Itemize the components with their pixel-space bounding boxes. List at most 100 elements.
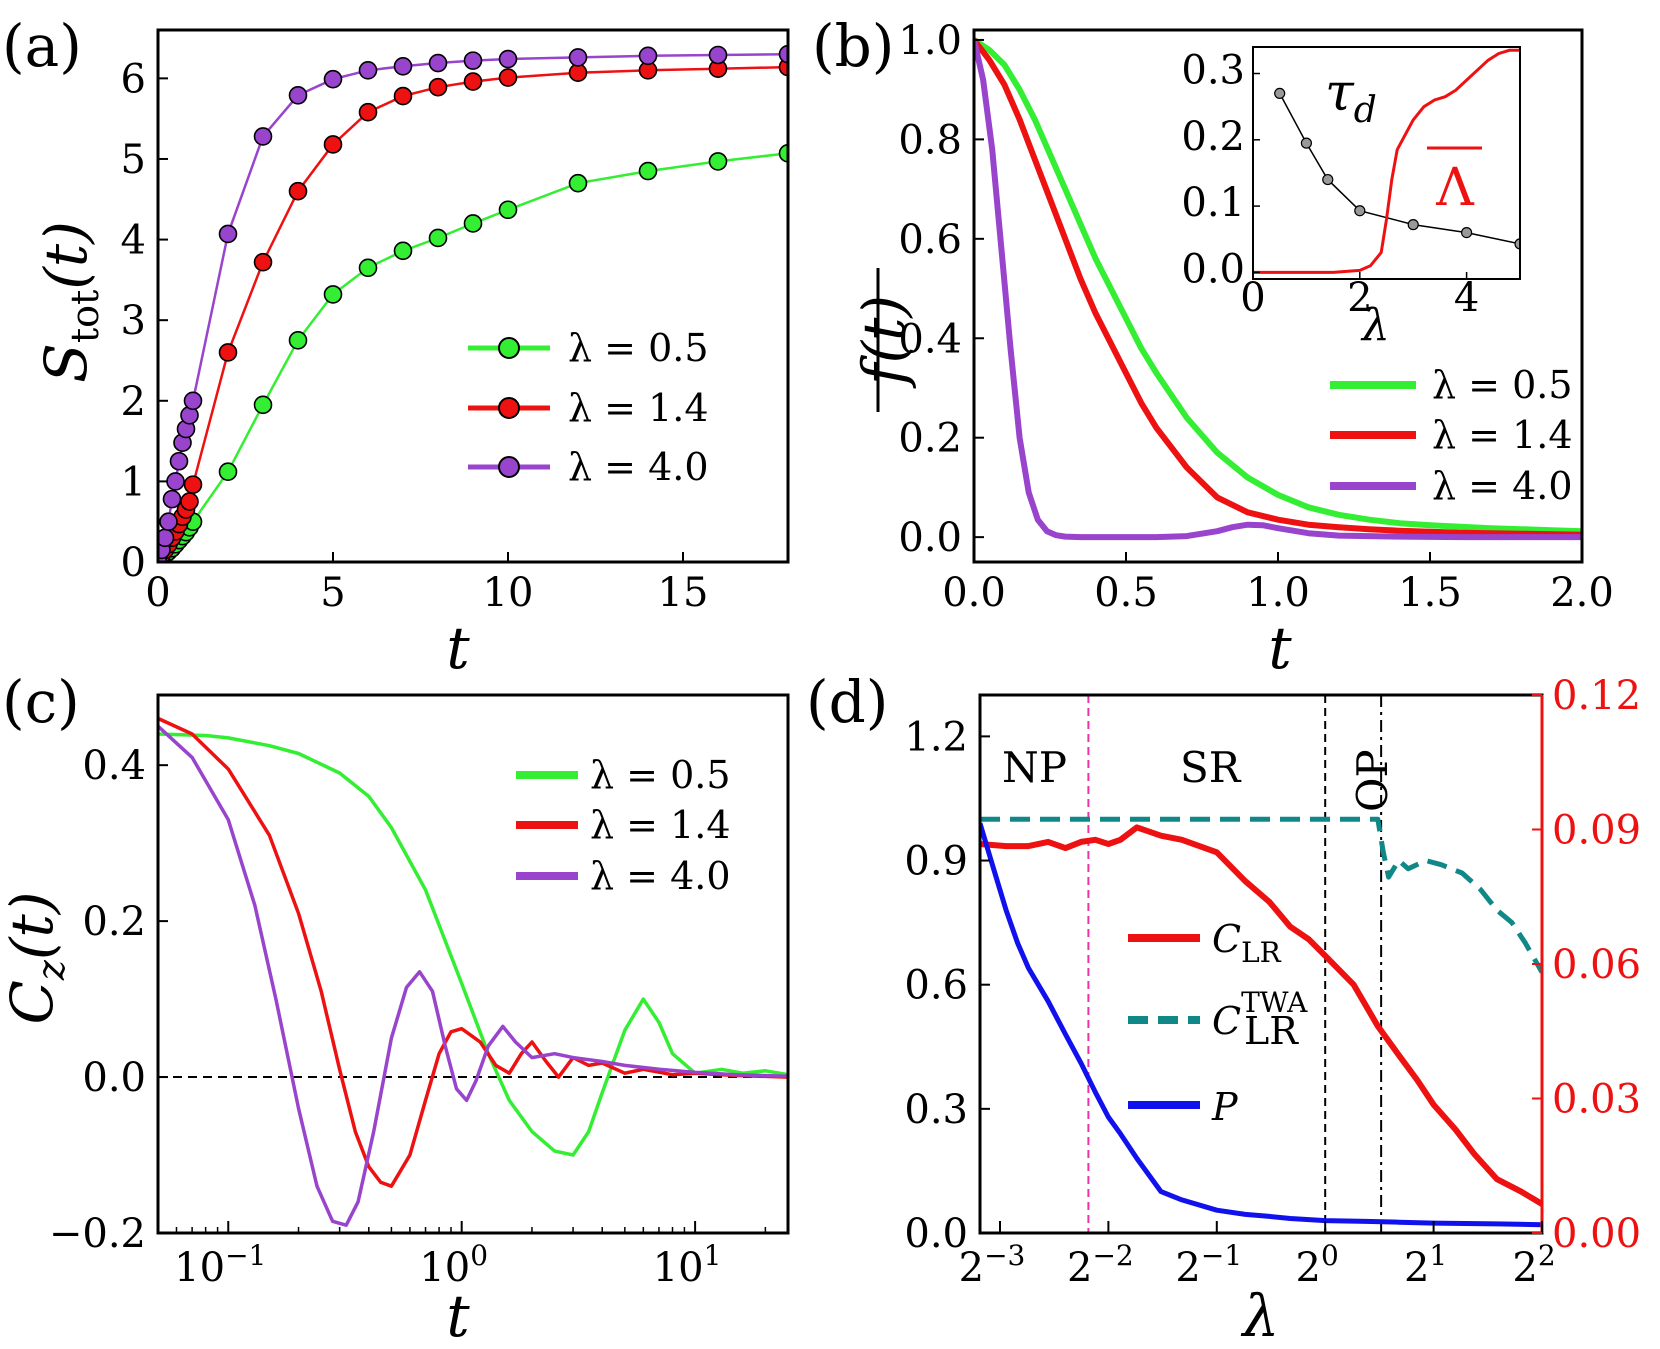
inset-plot-area	[1253, 48, 1520, 274]
panel-a-legend-marker-0	[498, 337, 520, 359]
panel-a-ytick-label-3: 3	[121, 298, 146, 344]
panel-c-ylabel-sub: z	[29, 959, 73, 981]
panel-c-ytick-label-1: 0.0	[82, 1055, 146, 1101]
inset-lambda-label: Λ	[1435, 158, 1475, 218]
panel-a-point-1-20	[568, 63, 588, 83]
panel-c: (c) 10−1 100 101 −0.2 0.0 0.2 0.4 t Cz(t) λ = …	[0, 668, 790, 1349]
panel-b-ylabel: f(t)	[850, 295, 918, 389]
panel-c-label: (c)	[2, 668, 80, 736]
panel-a-ytick-label-6: 6	[121, 56, 146, 102]
panel-d-ticks: 2−3 2−2 2−1 20 21 22 0.0 0.3 0.6 0.9 1.2 0.00 0.03 0.…	[904, 673, 1641, 1291]
panel-a-point-0-14	[323, 285, 343, 304]
panel-b-ytick-label-3: 0.6	[898, 217, 962, 263]
panel-a-point-0-23	[778, 144, 788, 163]
panel-c-xtick-label-2: 101	[653, 1239, 722, 1291]
panel-d-legend-label-2: P	[1211, 1085, 1239, 1129]
inset-tau-label: τd	[1325, 63, 1377, 131]
panel-b-legend: λ = 0.5 λ = 1.4 λ = 4.0	[1330, 363, 1573, 508]
panel-a-ylabel-arg: (t)	[32, 221, 100, 290]
panel-d-legend: CLR CTWA LR P	[1128, 917, 1308, 1129]
panel-c-ytick-label-2: 0.2	[82, 899, 146, 945]
panel-a-point-2-18	[463, 51, 483, 70]
panel-a-legend-marker-2	[498, 456, 520, 478]
panel-a-point-1-15	[358, 102, 378, 122]
panel-a-point-0-13	[288, 331, 308, 350]
legend-c-sub-1: LR	[1244, 1009, 1299, 1053]
panel-a-point-1-16	[393, 86, 413, 106]
panel-a-legend: λ = 0.5 λ = 1.4 λ = 4.0	[468, 326, 709, 489]
panel-d-series-line-0	[980, 824, 1542, 1207]
inset-tau-sub: d	[1354, 90, 1377, 131]
panel-d-xtick-label-4: 21	[1404, 1239, 1447, 1291]
legend-c-sub-0: LR	[1241, 936, 1282, 969]
panel-b-xtick-label-4: 2.0	[1550, 570, 1614, 616]
panel-a-xtick-label-3: 15	[658, 570, 709, 616]
panel-d-y2tick-label-2: 0.06	[1552, 942, 1641, 988]
panel-a-point-2-16	[393, 56, 413, 76]
panel-c-ytick-label-0: −0.2	[49, 1211, 146, 1257]
panel-b-xtick-label-0: 0.0	[942, 570, 1006, 616]
panel-c-series-line-0	[158, 732, 788, 1157]
panel-a-plot-area	[158, 44, 788, 562]
panel-d-series-line-1	[980, 816, 1542, 974]
panel-d-xtick-label-1: 2−2	[1067, 1239, 1134, 1291]
panel-a-point-0-18	[463, 214, 483, 233]
panel-c-ticks: 10−1 100 101 −0.2 0.0 0.2 0.4	[49, 743, 767, 1291]
inset-ytick-label-1: 0.1	[1181, 180, 1245, 226]
panel-a-legend-marker-1	[498, 397, 520, 419]
panel-a-point-1-17	[428, 77, 448, 97]
inset-tau-point-0	[1274, 87, 1286, 100]
inset-tau-point-6	[1514, 238, 1520, 250]
inset-tau-point-3	[1354, 205, 1366, 217]
panel-a-ytick-label-5: 5	[121, 137, 146, 183]
panel-c-legend: λ = 0.5 λ = 1.4 λ = 4.0	[516, 753, 731, 898]
panel-b-series-line-0	[974, 37, 1582, 535]
panel-d-y2tick-label-4: 0.12	[1552, 673, 1641, 719]
panel-a-ytick-label-1: 1	[121, 459, 146, 505]
legend-c-sup-1: TWA	[1241, 986, 1308, 1019]
panel-a-point-2-19	[498, 49, 518, 69]
panel-c-ylabel-arg: (t)	[0, 892, 66, 961]
panel-d-y2tick-label-1: 0.03	[1552, 1077, 1641, 1123]
panel-a-frame	[156, 28, 790, 564]
panel-b-xtick-label-3: 1.5	[1398, 570, 1462, 616]
panel-a-point-2-6	[169, 451, 189, 471]
panel-c-ylabel: Cz(t)	[0, 892, 73, 1025]
panel-d-series-line-2	[980, 822, 1542, 1228]
panel-d-ytick-label-1: 0.3	[904, 1087, 968, 1133]
panel-a-point-0-19	[498, 200, 518, 220]
panel-a-ytick-label-2: 2	[121, 379, 146, 425]
panel-d-ytick-label-0: 0.0	[904, 1211, 968, 1257]
panel-a-ytick-label-0: 0	[121, 540, 146, 586]
inset-xtick-label-0: 0	[1240, 275, 1265, 321]
inset-ticks: 0 2 4 0.0 0.1 0.2 0.3	[1181, 48, 1479, 321]
panel-b-legend-label-1: λ = 1.4	[1432, 413, 1573, 457]
panel-d: (d) 2−3 2−2 2−1 20 21 22 0.0 0.3 0.6 0.9 1.2 0.00 0.…	[806, 668, 1641, 1349]
panel-b-xtick-label-1: 0.5	[1094, 570, 1158, 616]
inset-tau-point-1	[1300, 137, 1313, 149]
panel-a-point-1-13	[288, 181, 308, 201]
panel-a-point-2-13	[288, 85, 308, 105]
panel-a-ylabel: Stot(t)	[32, 221, 107, 383]
panel-a-ylabel-sub: tot	[63, 290, 107, 343]
panel-d-xtick-label-3: 20	[1296, 1239, 1339, 1291]
inset-lambda-line	[1253, 48, 1520, 274]
phase-label-op: OP	[1348, 749, 1397, 812]
panel-a-point-2-14	[323, 69, 343, 89]
panel-a-point-2-22	[708, 45, 728, 65]
phase-label-np: NP	[1002, 743, 1067, 792]
panel-a-point-2-12	[253, 127, 273, 146]
inset-tau-main: τ	[1325, 63, 1355, 123]
inset-frame	[1252, 46, 1521, 280]
panel-a-point-0-22	[708, 152, 728, 171]
panel-a-point-1-18	[463, 72, 483, 91]
panel-c-ylabel-main: C	[0, 980, 66, 1024]
panel-a-point-2-17	[428, 53, 448, 73]
panel-d-label: (d)	[806, 668, 888, 736]
panel-b-label: (b)	[812, 12, 894, 80]
panel-c-series-line-1	[158, 716, 788, 1188]
panel-a-xtick-label-1: 5	[320, 570, 345, 616]
inset-tau-point-4	[1407, 219, 1419, 231]
panel-b-ytick-label-4: 0.8	[898, 117, 962, 163]
